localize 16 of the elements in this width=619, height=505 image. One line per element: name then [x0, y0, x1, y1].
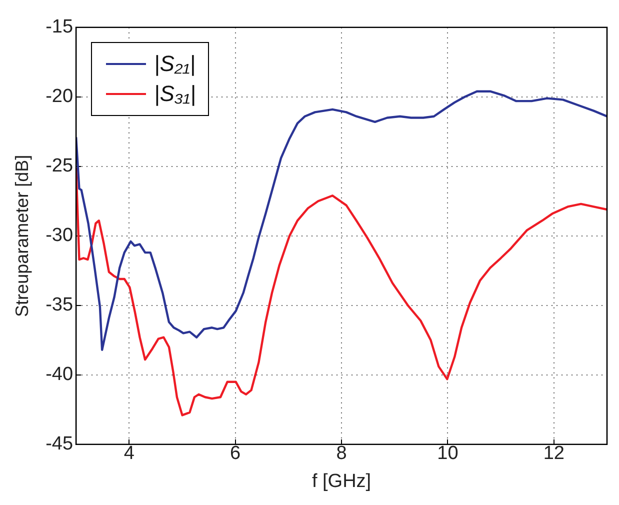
y-tick-label: -45 — [46, 434, 74, 455]
x-tick-label: 6 — [230, 443, 241, 464]
y-tick-label: -20 — [46, 86, 74, 108]
y-tick-label: -15 — [46, 16, 74, 38]
y-tick-label: -40 — [46, 364, 74, 386]
y-tick-label: -35 — [46, 294, 74, 316]
x-tick-label: 12 — [543, 443, 564, 464]
x-tick-label: 4 — [124, 443, 135, 464]
y-axis-title: Streuparameter [dB] — [12, 154, 32, 317]
x-tick-label: 8 — [336, 443, 347, 464]
legend-label: |S₃₁| — [154, 80, 196, 108]
legend-label: |S₂₁| — [154, 50, 196, 78]
y-tick-label: -30 — [46, 225, 74, 246]
y-tick-label: -25 — [46, 156, 74, 177]
x-axis-title: f [GHz] — [312, 470, 372, 492]
x-tick-label: 10 — [437, 443, 458, 464]
